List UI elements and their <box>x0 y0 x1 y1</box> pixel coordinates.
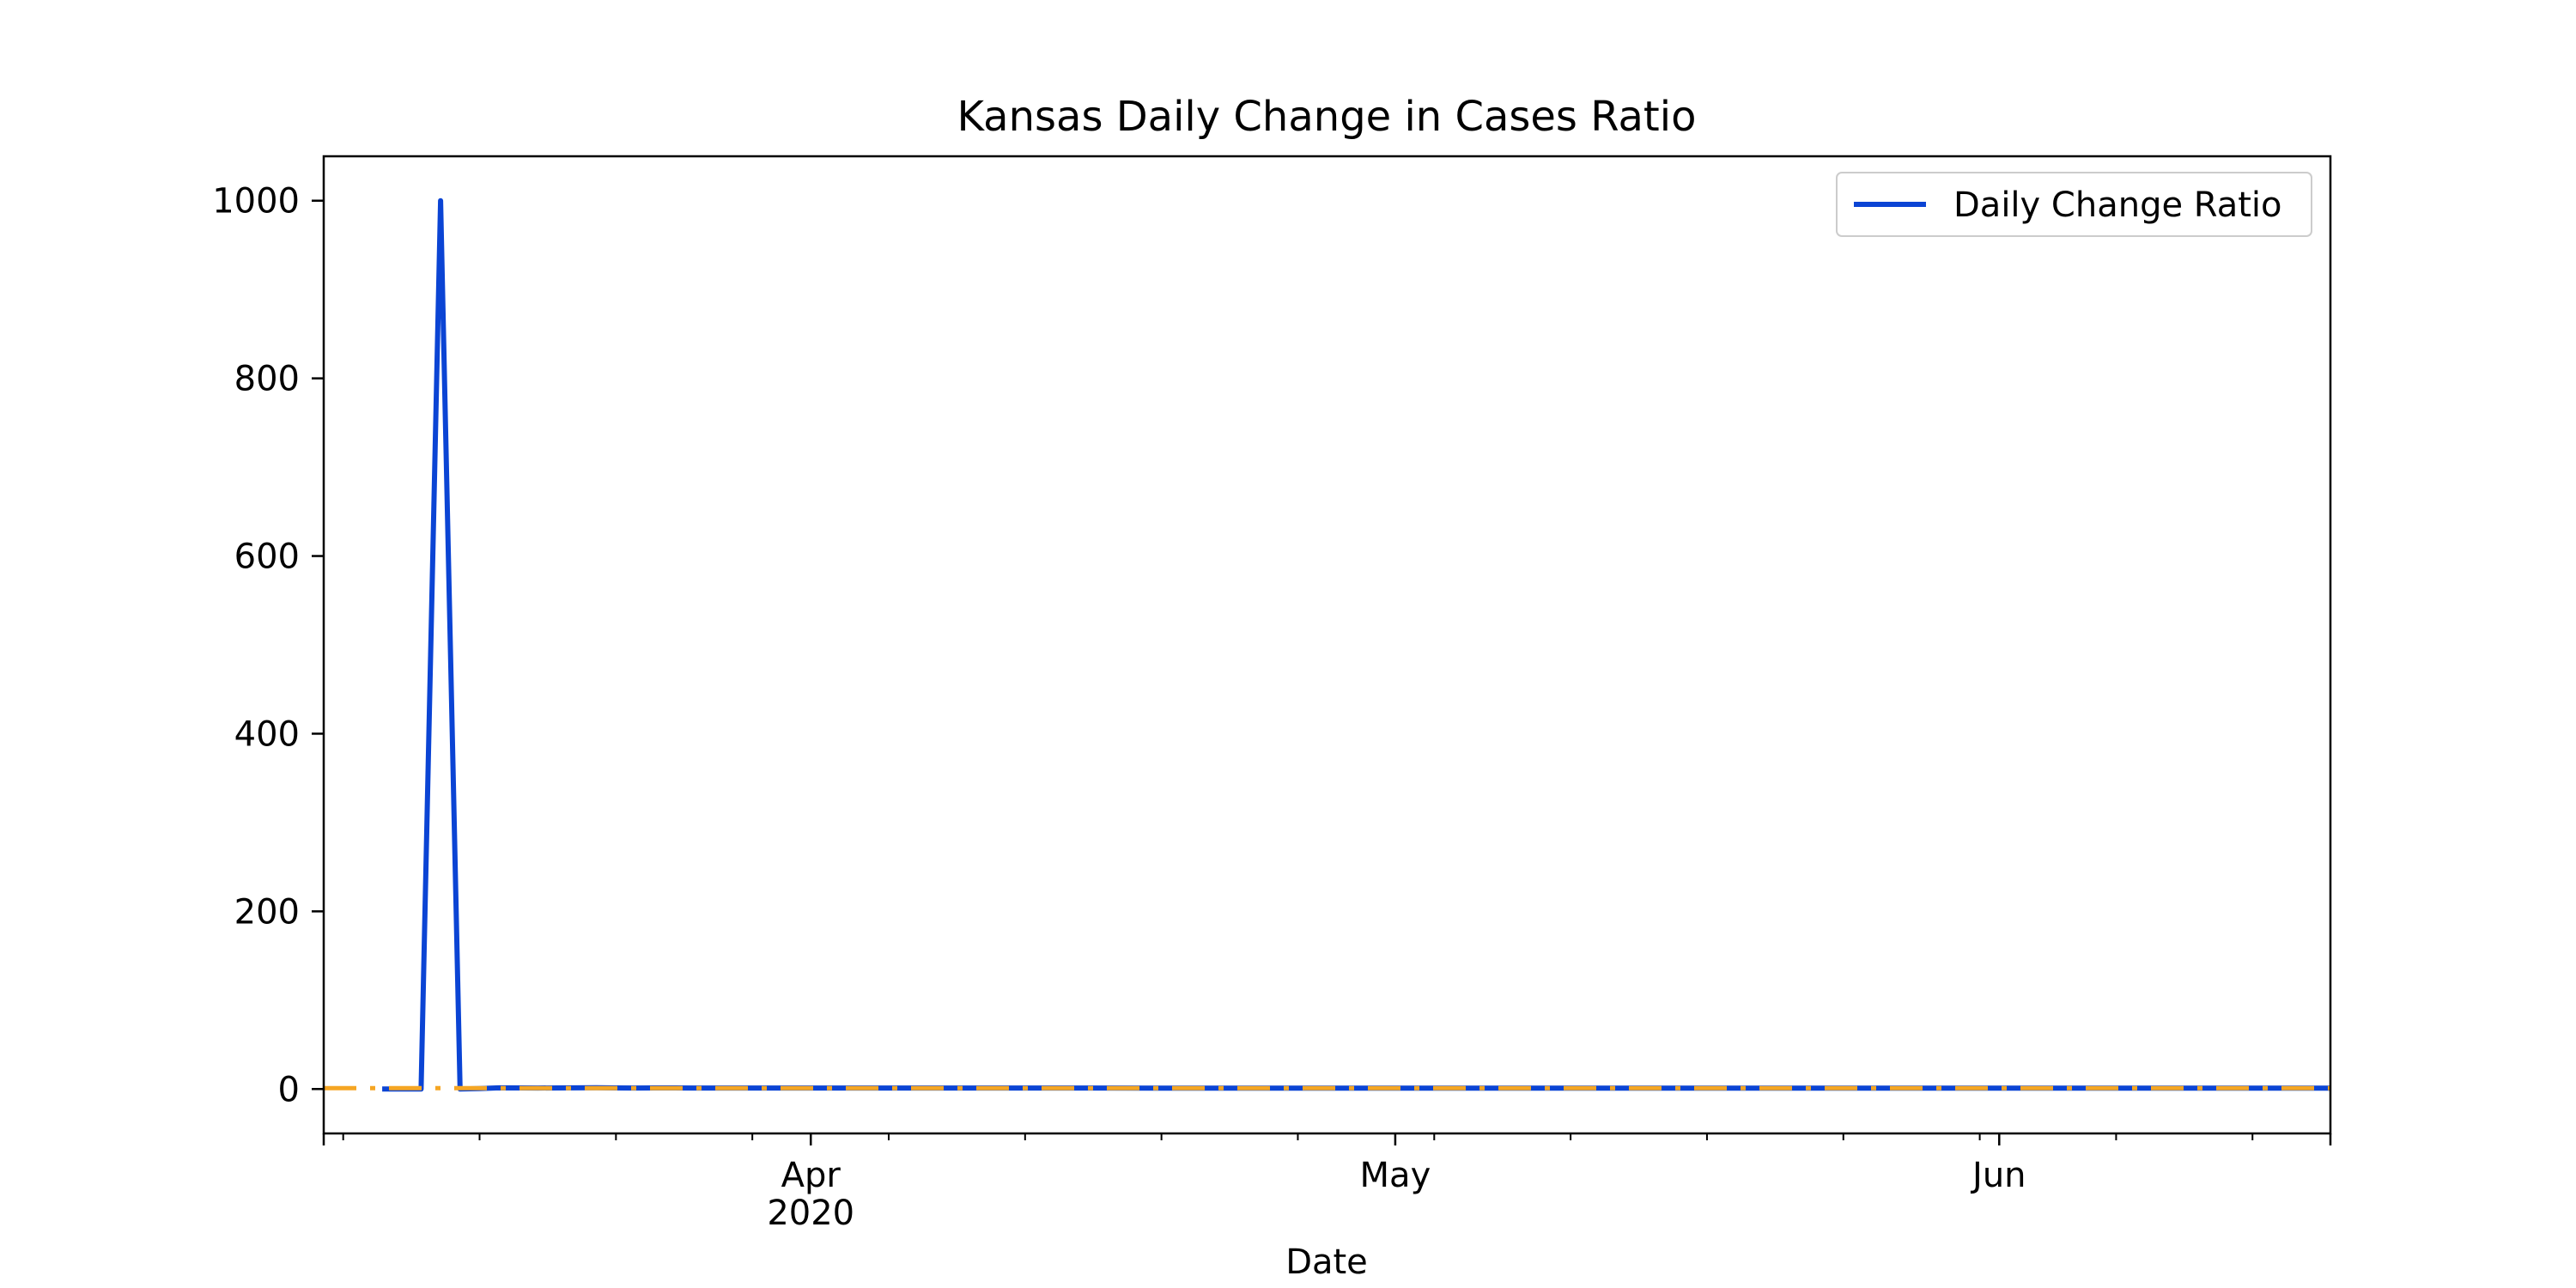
x-tick-label: Jun <box>1970 1156 2026 1195</box>
y-axis: 0 200 400 600 800 1000 <box>212 182 324 1109</box>
series-layer <box>324 197 2330 1092</box>
x-axis-label: Date <box>1285 1242 1368 1282</box>
y-tick-label: 200 <box>234 892 300 932</box>
legend: Daily Change Ratio <box>1836 172 2312 237</box>
series-line-1 <box>382 197 2330 1092</box>
plot-frame <box>322 155 2332 1135</box>
chart-title: Kansas Daily Change in Cases Ratio <box>957 93 1697 141</box>
x-tick-sublabel: 2020 <box>767 1194 854 1233</box>
y-tick-label: 600 <box>234 538 300 577</box>
x-tick-label: May <box>1360 1156 1431 1195</box>
y-tick-label: 800 <box>234 360 300 399</box>
y-tick-label: 1000 <box>212 182 300 222</box>
legend-box <box>1836 172 2312 237</box>
legend-label: Daily Change Ratio <box>1953 185 2281 225</box>
y-tick-label: 400 <box>234 714 300 754</box>
y-tick-label: 0 <box>278 1070 300 1109</box>
x-tick-label: Apr <box>781 1156 841 1195</box>
